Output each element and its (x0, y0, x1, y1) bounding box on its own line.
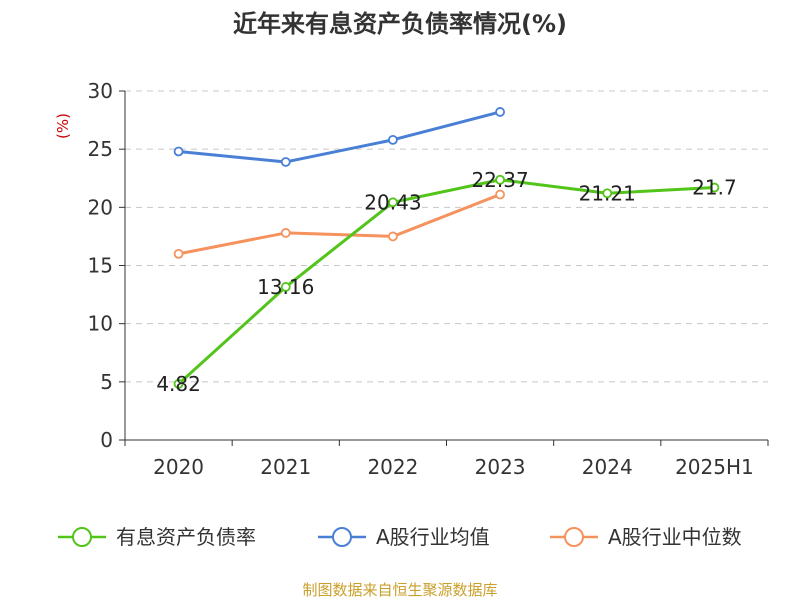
legend-marker (72, 527, 92, 547)
data-point (388, 134, 398, 145)
data-label: 4.82 (156, 372, 201, 396)
data-point (280, 157, 291, 167)
source-note: 制图数据来自恒生聚源数据库 (302, 581, 497, 599)
legend-marker (564, 527, 584, 547)
series-layer (173, 107, 720, 389)
series-1 (173, 107, 505, 167)
legend-item: A股行业均值 (318, 525, 490, 549)
data-point (495, 189, 505, 200)
series-line (178, 110, 501, 164)
x-tick-label: 2024 (582, 455, 633, 479)
y-tick-label: 30 (88, 79, 113, 103)
x-tick-label: 2021 (260, 455, 311, 479)
axes: 0 5 10 15 20 25 30 2020 2021 2022 2023 2024 2025H1 (88, 79, 769, 479)
data-point (602, 188, 613, 199)
y-tick-label: 10 (88, 312, 113, 336)
legend-item: A股行业中位数 (550, 525, 742, 549)
data-point (388, 197, 398, 208)
data-point (173, 248, 184, 259)
data-label: 13.16 (257, 275, 314, 299)
gridlines (125, 90, 768, 383)
y-tick-label: 15 (88, 254, 113, 278)
data-point (173, 146, 184, 157)
series-0 (173, 174, 720, 389)
y-tick-label: 0 (100, 428, 113, 452)
data-point (495, 107, 505, 117)
legend-marker (332, 527, 352, 547)
data-label: 22.37 (471, 168, 528, 192)
data-label: 21.21 (579, 181, 636, 205)
x-tick-label: 2025H1 (675, 455, 754, 479)
legend-label: A股行业均值 (376, 525, 490, 549)
series-line (177, 178, 715, 386)
data-point (173, 379, 184, 389)
x-tick-label: 2022 (367, 455, 418, 479)
series-line (178, 193, 501, 256)
data-point (495, 174, 505, 185)
data-label: 21.7 (692, 176, 737, 200)
series-2 (173, 189, 505, 259)
x-tick-label: 2023 (475, 455, 526, 479)
legend-label: A股行业中位数 (608, 525, 742, 549)
chart-title: 近年来有息资产负债率情况(%) (233, 10, 567, 38)
x-tick-label: 2020 (153, 455, 204, 479)
legend: 有息资产负债率 A股行业均值 A股行业中位数 (58, 525, 742, 549)
y-tick-label: 25 (88, 137, 113, 161)
data-point (280, 282, 291, 292)
data-label: 20.43 (364, 190, 421, 214)
legend-label: 有息资产负债率 (116, 525, 256, 549)
y-axis-unit: (%) (54, 113, 72, 139)
data-labels: 4.82 13.16 20.43 22.37 21.21 21.7 (156, 168, 736, 396)
data-point (388, 231, 398, 242)
data-point (280, 228, 291, 238)
data-point (709, 182, 720, 193)
legend-item: 有息资产负债率 (58, 525, 256, 549)
y-tick-label: 20 (88, 195, 113, 219)
y-tick-label: 5 (100, 370, 113, 394)
